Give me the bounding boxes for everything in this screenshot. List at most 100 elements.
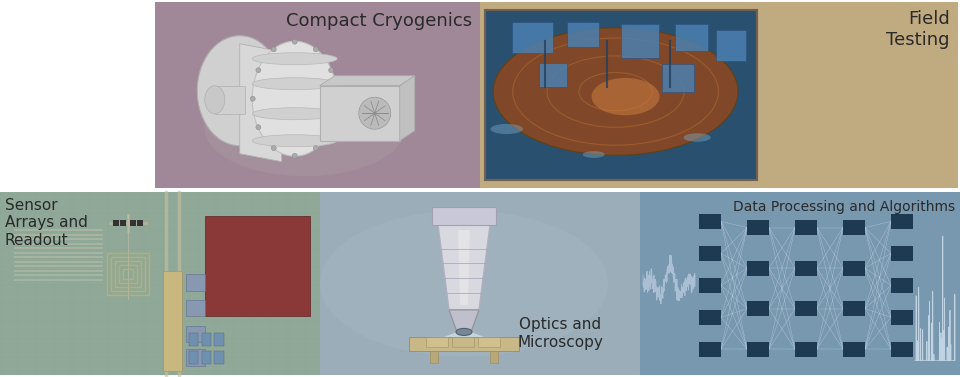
Text: Optics and
Microscopy: Optics and Microscopy <box>517 317 603 350</box>
Circle shape <box>256 68 261 73</box>
Bar <box>891 310 913 325</box>
Bar <box>699 214 721 229</box>
Text: Compact Cryogenics: Compact Cryogenics <box>286 12 472 30</box>
Circle shape <box>292 39 298 44</box>
Bar <box>130 220 136 226</box>
Circle shape <box>313 146 319 150</box>
Text: Data Processing and Algorithms: Data Processing and Algorithms <box>732 200 955 214</box>
Polygon shape <box>449 310 479 332</box>
Bar <box>426 337 448 347</box>
Polygon shape <box>438 225 490 310</box>
Circle shape <box>272 146 276 150</box>
Bar <box>185 300 204 316</box>
Bar <box>795 261 817 276</box>
Bar <box>111 257 145 291</box>
Ellipse shape <box>456 328 472 336</box>
Circle shape <box>292 153 298 158</box>
Bar <box>747 301 769 316</box>
Bar <box>452 337 474 347</box>
Circle shape <box>272 47 276 52</box>
Ellipse shape <box>252 78 337 90</box>
Circle shape <box>313 47 319 52</box>
Bar <box>120 220 126 226</box>
Bar <box>485 10 757 180</box>
Bar <box>891 246 913 261</box>
Bar <box>891 214 913 229</box>
Bar <box>661 64 694 92</box>
Bar <box>432 207 496 225</box>
Polygon shape <box>399 76 415 141</box>
Ellipse shape <box>204 81 405 176</box>
Bar <box>0 192 320 375</box>
Bar <box>747 342 769 357</box>
Bar <box>430 351 438 363</box>
Circle shape <box>359 97 391 129</box>
Circle shape <box>328 68 334 73</box>
Bar <box>155 2 480 188</box>
Bar <box>215 86 245 114</box>
Circle shape <box>256 125 261 130</box>
Ellipse shape <box>591 78 660 115</box>
Bar <box>843 301 865 316</box>
Bar <box>676 24 708 51</box>
Bar <box>843 261 865 276</box>
Bar <box>490 351 498 363</box>
Bar <box>204 216 310 316</box>
Bar <box>107 253 149 295</box>
Bar <box>699 310 721 325</box>
Bar <box>891 278 913 293</box>
Text: Sensor
Arrays and
Readout: Sensor Arrays and Readout <box>5 198 88 248</box>
Bar <box>214 333 224 346</box>
Bar <box>747 220 769 235</box>
Bar <box>566 22 599 48</box>
Circle shape <box>328 125 334 130</box>
Bar <box>137 220 143 226</box>
Circle shape <box>334 96 339 101</box>
Bar <box>202 333 211 346</box>
Bar <box>747 261 769 276</box>
Polygon shape <box>412 332 516 349</box>
Bar <box>115 261 141 287</box>
Ellipse shape <box>252 135 337 147</box>
Ellipse shape <box>320 210 608 357</box>
Bar <box>843 220 865 235</box>
Bar <box>202 351 211 364</box>
Ellipse shape <box>252 41 337 156</box>
Bar <box>478 337 500 347</box>
Bar <box>716 31 746 61</box>
Bar <box>185 326 204 342</box>
Polygon shape <box>240 44 281 162</box>
Bar <box>891 342 913 357</box>
Bar <box>113 220 119 226</box>
Bar <box>163 271 182 371</box>
Polygon shape <box>458 230 470 305</box>
Ellipse shape <box>252 108 337 120</box>
Circle shape <box>251 96 255 101</box>
Bar <box>699 278 721 293</box>
Bar <box>699 342 721 357</box>
Bar <box>699 246 721 261</box>
Ellipse shape <box>491 124 523 134</box>
Bar <box>320 86 399 141</box>
Text: Field
Testing: Field Testing <box>886 10 950 49</box>
Bar <box>513 22 553 52</box>
Ellipse shape <box>583 151 605 158</box>
Bar <box>480 2 958 188</box>
Bar <box>189 333 199 346</box>
Ellipse shape <box>684 133 710 142</box>
Bar <box>123 269 133 279</box>
Bar <box>214 351 224 364</box>
Ellipse shape <box>197 36 282 146</box>
Bar <box>795 220 817 235</box>
Bar <box>189 351 199 364</box>
Polygon shape <box>320 76 415 86</box>
Ellipse shape <box>204 86 225 114</box>
Bar <box>640 192 960 375</box>
Bar <box>409 337 519 351</box>
Bar <box>185 274 204 291</box>
Bar <box>540 63 566 86</box>
Bar <box>795 342 817 357</box>
Bar <box>621 24 660 58</box>
Bar <box>843 342 865 357</box>
Bar <box>185 349 204 366</box>
